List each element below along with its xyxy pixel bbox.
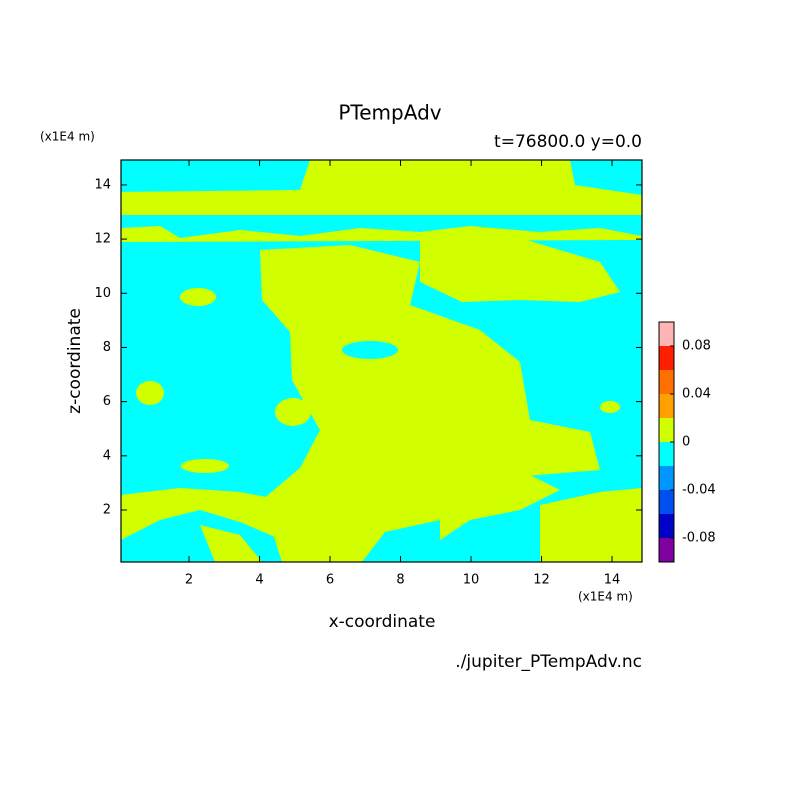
field-region [121, 160, 642, 215]
colorbar-tick-label: 0.08 [682, 339, 711, 354]
field-region [260, 245, 600, 562]
x-tick-label: 6 [326, 573, 334, 588]
field-region [136, 381, 164, 405]
colorbar-band [659, 346, 674, 370]
x-tick-label: 4 [255, 573, 263, 588]
x-tick-label: 12 [533, 573, 550, 588]
field-region [121, 488, 282, 540]
x-tick-label: 2 [185, 573, 193, 588]
colorbar-band [659, 370, 674, 394]
source-file: ./jupiter_PTempAdv.nc [455, 652, 642, 672]
x-axis-label: x-coordinate [329, 612, 436, 632]
colorbar-band [659, 538, 674, 562]
chart-title: PTempAdv [338, 101, 441, 125]
field-region [181, 459, 229, 473]
field-region [342, 341, 398, 359]
colorbar-band [659, 322, 674, 346]
x-tick-label: 8 [396, 573, 404, 588]
colorbar-tick-label: -0.04 [682, 483, 716, 498]
y-tick-label: 10 [94, 286, 111, 301]
field-region [180, 288, 216, 306]
y-tick-label: 8 [103, 340, 111, 355]
colorbar-band [659, 466, 674, 490]
contour-field [121, 160, 642, 562]
field-region [540, 488, 642, 562]
y-tick-label: 6 [103, 394, 111, 409]
colorbar-tick-label: -0.08 [682, 531, 716, 546]
y-tick-label: 2 [103, 502, 111, 517]
y-tick-label: 12 [94, 232, 111, 247]
colorbar-band [659, 442, 674, 466]
y-tick-label: 14 [94, 177, 111, 192]
field-region [600, 401, 620, 413]
x-tick-label: 10 [463, 573, 480, 588]
x-unit: (x1E4 m) [578, 590, 633, 604]
y-axis-label: z-coordinate [65, 308, 85, 414]
field-region [440, 470, 560, 540]
colorbar-tick-label: 0 [682, 435, 690, 450]
plot-frame [120, 159, 643, 563]
colorbar-tick-label: 0.04 [682, 387, 711, 402]
field-region [200, 525, 262, 562]
colorbar-band [659, 514, 674, 538]
colorbar-band [659, 394, 674, 418]
x-tick-label: 14 [604, 573, 621, 588]
colorbar-band [659, 490, 674, 514]
field-region [275, 398, 311, 426]
chart-subtitle: t=76800.0 y=0.0 [494, 132, 642, 152]
field-region [121, 226, 642, 242]
field-region [420, 238, 620, 302]
y-tick-label: 4 [103, 448, 111, 463]
y-unit: (x1E4 m) [40, 130, 95, 144]
colorbar-band [659, 418, 674, 442]
